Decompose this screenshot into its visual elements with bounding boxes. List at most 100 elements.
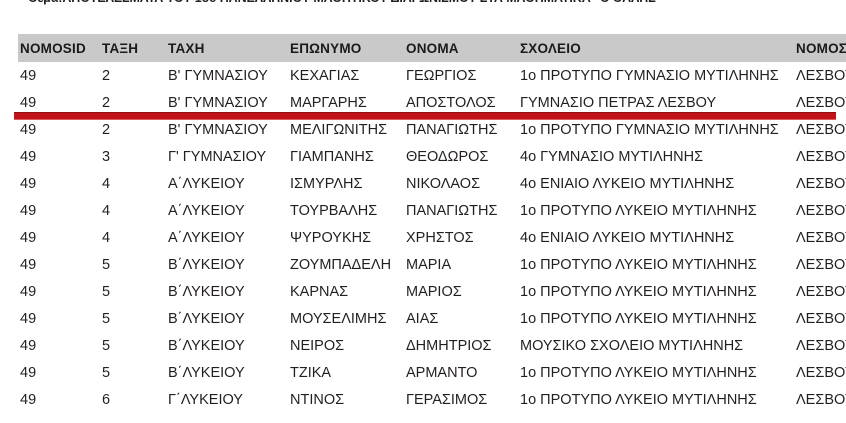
column-header-taxh[interactable]: ΤΑΧΗ <box>166 34 288 62</box>
cell-onoma: ΝΙΚΟΛΑΟΣ <box>404 170 518 197</box>
cell-nomos: ΛΕΣΒΟΥ <box>794 143 846 170</box>
cell-taxi: 2 <box>100 116 166 143</box>
cell-nomosid: 49 <box>18 359 100 386</box>
cell-nomosid: 49 <box>18 116 100 143</box>
cell-taxi: 2 <box>100 89 166 116</box>
table-row[interactable]: 49 2 Β' ΓΥΜΝΑΣΙΟΥ ΜΕΛΙΓΩΝΙΤΗΣ ΠΑΝΑΓΙΩΤΗΣ 1ο Π… <box>18 116 846 143</box>
column-header-nomosid[interactable]: NOMOSID <box>18 34 100 62</box>
results-table-container: NOMOSID ΤΑΞΗ ΤΑΧΗ ΕΠΩΝΥΜΟ ΟΝΟΜΑ ΣΧΟΛΕΙΟ … <box>18 34 846 413</box>
cell-taxh: Α΄ΛΥΚΕΙΟΥ <box>166 170 288 197</box>
table-header: NOMOSID ΤΑΞΗ ΤΑΧΗ ΕΠΩΝΥΜΟ ΟΝΟΜΑ ΣΧΟΛΕΙΟ … <box>18 34 846 62</box>
cell-taxi: 5 <box>100 251 166 278</box>
cell-taxh: Β΄ΛΥΚΕΙΟΥ <box>166 359 288 386</box>
red-underline-annotation <box>14 112 836 120</box>
cell-onoma: ΜΑΡΙΟΣ <box>404 278 518 305</box>
cell-taxh: Β΄ΛΥΚΕΙΟΥ <box>166 278 288 305</box>
cell-sxoleio: 1ο ΠΡΟΤΥΠΟ ΛΥΚΕΙΟ ΜΥΤΙΛΗΝΗΣ <box>518 251 794 278</box>
cell-sxoleio: ΜΟΥΣΙΚΟ ΣΧΟΛΕΙΟ ΜΥΤΙΛΗΝΗΣ <box>518 332 794 359</box>
table-row[interactable]: 49 2 Β' ΓΥΜΝΑΣΙΟΥ ΜΑΡΓΑΡΗΣ ΑΠΟΣΤΟΛΟΣ ΓΥΜΝΑΣΙΟ… <box>18 89 846 116</box>
cell-taxh: Γ΄ΛΥΚΕΙΟΥ <box>166 386 288 413</box>
cell-nomosid: 49 <box>18 305 100 332</box>
cell-nomosid: 49 <box>18 89 100 116</box>
cell-nomosid: 49 <box>18 197 100 224</box>
table-row[interactable]: 49 6 Γ΄ΛΥΚΕΙΟΥ ΝΤΙΝΟΣ ΓΕΡΑΣΙΜΟΣ 1ο ΠΡΟΤΥΠΟ ΛΥ… <box>18 386 846 413</box>
cell-nomosid: 49 <box>18 278 100 305</box>
cell-sxoleio: 1ο ΠΡΟΤΥΠΟ ΛΥΚΕΙΟ ΜΥΤΙΛΗΝΗΣ <box>518 278 794 305</box>
cell-taxh: Β΄ΛΥΚΕΙΟΥ <box>166 332 288 359</box>
cell-nomosid: 49 <box>18 386 100 413</box>
cell-eponymo: ΓΙΑΜΠΑΝΗΣ <box>288 143 404 170</box>
table-row[interactable]: 49 5 Β΄ΛΥΚΕΙΟΥ ΤΖΙΚΑ ΑΡΜΑΝΤΟ 1ο ΠΡΟΤΥΠΟ ΛΥΚΕΙ… <box>18 359 846 386</box>
table-body: 49 2 Β' ΓΥΜΝΑΣΙΟΥ ΚΕΧΑΓΙΑΣ ΓΕΩΡΓΙΟΣ 1ο ΠΡΟΤΥΠ… <box>18 62 846 413</box>
column-header-taxi[interactable]: ΤΑΞΗ <box>100 34 166 62</box>
cell-eponymo: ΤΖΙΚΑ <box>288 359 404 386</box>
cell-sxoleio: 4ο ΕΝΙΑΙΟ ΛΥΚΕΙΟ ΜΥΤΙΛΗΝΗΣ <box>518 170 794 197</box>
document-title-prefix: Θέμα: <box>28 0 62 5</box>
cell-sxoleio: 1ο ΠΡΟΤΥΠΟ ΛΥΚΕΙΟ ΜΥΤΙΛΗΝΗΣ <box>518 197 794 224</box>
cell-eponymo: ΜΑΡΓΑΡΗΣ <box>288 89 404 116</box>
cell-taxi: 5 <box>100 305 166 332</box>
document-title: Θέμα:ΑΠΟΤΕΛΕΣΜΑΤΑ ΤΟΥ 1ου ΠΑΝΕΛΛΗΝΙΟΥ ΜΑ… <box>28 0 662 5</box>
cell-taxh: Α΄ΛΥΚΕΙΟΥ <box>166 224 288 251</box>
cell-onoma: ΘΕΟΔΩΡΟΣ <box>404 143 518 170</box>
cell-sxoleio: 4ο ΕΝΙΑΙΟ ΛΥΚΕΙΟ ΜΥΤΙΛΗΝΗΣ <box>518 224 794 251</box>
cell-taxh: Β' ΓΥΜΝΑΣΙΟΥ <box>166 116 288 143</box>
cell-nomosid: 49 <box>18 170 100 197</box>
cell-nomosid: 49 <box>18 251 100 278</box>
cell-nomos: ΛΕΣΒΟΥ <box>794 386 846 413</box>
cell-nomos: ΛΕΣΒΟΥ <box>794 170 846 197</box>
column-header-sxoleio[interactable]: ΣΧΟΛΕΙΟ <box>518 34 794 62</box>
cell-eponymo: ΙΣΜΥΡΛΗΣ <box>288 170 404 197</box>
cell-taxh: Γ' ΓΥΜΝΑΣΙΟΥ <box>166 143 288 170</box>
cell-eponymo: ΤΟΥΡΒΑΛΗΣ <box>288 197 404 224</box>
table-header-row: NOMOSID ΤΑΞΗ ΤΑΧΗ ΕΠΩΝΥΜΟ ΟΝΟΜΑ ΣΧΟΛΕΙΟ … <box>18 34 846 62</box>
table-row[interactable]: 49 2 Β' ΓΥΜΝΑΣΙΟΥ ΚΕΧΑΓΙΑΣ ΓΕΩΡΓΙΟΣ 1ο ΠΡΟΤΥΠ… <box>18 62 846 89</box>
cell-eponymo: ΚΕΧΑΓΙΑΣ <box>288 62 404 89</box>
cell-taxi: 4 <box>100 224 166 251</box>
cell-sxoleio: 1ο ΠΡΟΤΥΠΟ ΓΥΜΝΑΣΙΟ ΜΥΤΙΛΗΝΗΣ <box>518 62 794 89</box>
cell-onoma: ΑΙΑΣ <box>404 305 518 332</box>
results-table: NOMOSID ΤΑΞΗ ΤΑΧΗ ΕΠΩΝΥΜΟ ΟΝΟΜΑ ΣΧΟΛΕΙΟ … <box>18 34 846 413</box>
table-row[interactable]: 49 4 Α΄ΛΥΚΕΙΟΥ ΙΣΜΥΡΛΗΣ ΝΙΚΟΛΑΟΣ 4ο ΕΝΙΑΙΟ ΛΥ… <box>18 170 846 197</box>
table-row[interactable]: 49 5 Β΄ΛΥΚΕΙΟΥ ΜΟΥΣΕΛΙΜΗΣ ΑΙΑΣ 1ο ΠΡΟΤΥΠΟ ΛΥΚ… <box>18 305 846 332</box>
cell-nomosid: 49 <box>18 224 100 251</box>
cell-nomos: ΛΕΣΒΟΥ <box>794 224 846 251</box>
cell-nomosid: 49 <box>18 143 100 170</box>
table-row[interactable]: 49 4 Α΄ΛΥΚΕΙΟΥ ΤΟΥΡΒΑΛΗΣ ΠΑΝΑΓΙΩΤΗΣ 1ο ΠΡΟΤΥΠ… <box>18 197 846 224</box>
column-header-eponymo[interactable]: ΕΠΩΝΥΜΟ <box>288 34 404 62</box>
cell-nomosid: 49 <box>18 332 100 359</box>
cell-eponymo: ΚΑΡΝΑΣ <box>288 278 404 305</box>
cell-taxi: 3 <box>100 143 166 170</box>
column-header-nomos[interactable]: ΝΟΜΟΣ <box>794 34 846 62</box>
table-row[interactable]: 49 5 Β΄ΛΥΚΕΙΟΥ ΖΟΥΜΠΑΔΕΛΗ ΜΑΡΙΑ 1ο ΠΡΟΤΥΠΟ ΛΥ… <box>18 251 846 278</box>
table-row[interactable]: 49 4 Α΄ΛΥΚΕΙΟΥ ΨΥΡΟΥΚΗΣ ΧΡΗΣΤΟΣ 4ο ΕΝΙΑΙΟ ΛΥΚ… <box>18 224 846 251</box>
document-title-text: ΑΠΟΤΕΛΕΣΜΑΤΑ ΤΟΥ 1ου ΠΑΝΕΛΛΗΝΙΟΥ ΜΑΘΗΤΙΚ… <box>62 0 661 5</box>
table-row[interactable]: 49 5 Β΄ΛΥΚΕΙΟΥ ΝΕΙΡΟΣ ΔΗΜΗΤΡΙΟΣ ΜΟΥΣΙΚΟ ΣΧΟΛΕ… <box>18 332 846 359</box>
cell-nomos: ΛΕΣΒΟΥ <box>794 197 846 224</box>
cell-eponymo: ΜΟΥΣΕΛΙΜΗΣ <box>288 305 404 332</box>
cell-onoma: ΠΑΝΑΓΙΩΤΗΣ <box>404 197 518 224</box>
cell-eponymo: ΝΤΙΝΟΣ <box>288 386 404 413</box>
cell-taxi: 5 <box>100 332 166 359</box>
cell-onoma: ΜΑΡΙΑ <box>404 251 518 278</box>
cell-taxi: 5 <box>100 278 166 305</box>
cell-onoma: ΧΡΗΣΤΟΣ <box>404 224 518 251</box>
table-row[interactable]: 49 3 Γ' ΓΥΜΝΑΣΙΟΥ ΓΙΑΜΠΑΝΗΣ ΘΕΟΔΩΡΟΣ 4ο ΓΥΜΝΑ… <box>18 143 846 170</box>
cell-nomosid: 49 <box>18 62 100 89</box>
cell-nomos: ΛΕΣΒΟΥ <box>794 332 846 359</box>
column-header-onoma[interactable]: ΟΝΟΜΑ <box>404 34 518 62</box>
cell-nomos: ΛΕΣΒΟΥ <box>794 251 846 278</box>
cell-sxoleio: ΓΥΜΝΑΣΙΟ ΠΕΤΡΑΣ ΛΕΣΒΟΥ <box>518 89 794 116</box>
cell-sxoleio: 4ο ΓΥΜΝΑΣΙΟ ΜΥΤΙΛΗΝΗΣ <box>518 143 794 170</box>
cell-taxi: 5 <box>100 359 166 386</box>
cell-onoma: ΑΠΟΣΤΟΛΟΣ <box>404 89 518 116</box>
cell-taxi: 2 <box>100 62 166 89</box>
cell-onoma: ΓΕΩΡΓΙΟΣ <box>404 62 518 89</box>
cell-taxh: Α΄ΛΥΚΕΙΟΥ <box>166 197 288 224</box>
cell-sxoleio: 1ο ΠΡΟΤΥΠΟ ΓΥΜΝΑΣΙΟ ΜΥΤΙΛΗΝΗΣ <box>518 116 794 143</box>
cell-nomos: ΛΕΣΒΟΥ <box>794 359 846 386</box>
table-row[interactable]: 49 5 Β΄ΛΥΚΕΙΟΥ ΚΑΡΝΑΣ ΜΑΡΙΟΣ 1ο ΠΡΟΤΥΠΟ ΛΥΚΕΙ… <box>18 278 846 305</box>
document-title-strip: Θέμα:ΑΠΟΤΕΛΕΣΜΑΤΑ ΤΟΥ 1ου ΠΑΝΕΛΛΗΝΙΟΥ ΜΑ… <box>0 0 846 9</box>
cell-taxi: 4 <box>100 197 166 224</box>
cell-nomos: ΛΕΣΒΟΥ <box>794 305 846 332</box>
